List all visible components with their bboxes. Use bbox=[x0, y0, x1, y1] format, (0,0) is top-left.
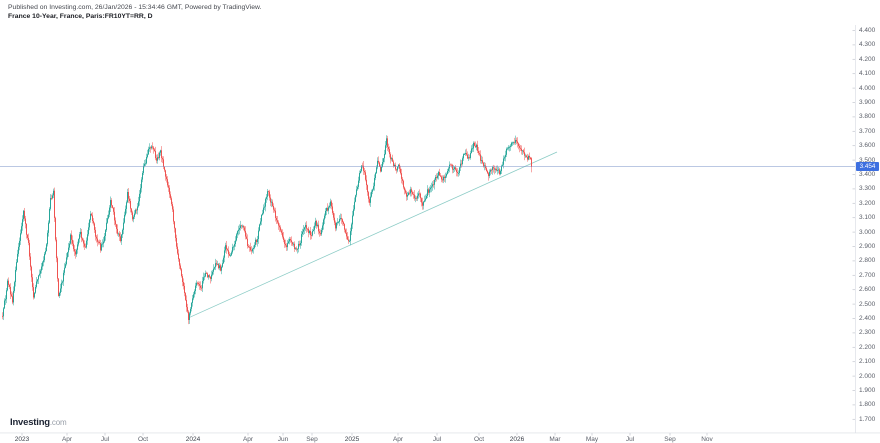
price-tick-label: 2.500 bbox=[859, 300, 876, 308]
price-tick-label: 4.300 bbox=[859, 41, 876, 49]
price-tick-label: 3.500 bbox=[859, 156, 876, 164]
price-tick-label: 2.900 bbox=[859, 243, 876, 250]
time-tick-label: May bbox=[585, 435, 599, 443]
price-tick-label: 3.700 bbox=[859, 127, 876, 135]
time-tick-label: Apr bbox=[392, 435, 404, 443]
price-tick-label: 3.000 bbox=[859, 228, 876, 236]
chart-title: France 10-Year, France, Paris:FR10YT=RR,… bbox=[8, 13, 153, 20]
time-tick-label: Oct bbox=[473, 435, 485, 443]
investing-logo-suffix: .com bbox=[49, 418, 67, 427]
price-tick-label: 2.400 bbox=[859, 315, 876, 322]
time-tick-label: Sep bbox=[664, 435, 676, 443]
time-tick-label: Jul bbox=[625, 435, 635, 443]
time-tick-label: Oct bbox=[137, 435, 149, 443]
price-tick-label: 2.800 bbox=[859, 257, 876, 265]
time-axis[interactable]: 2023 Apr Jul Oct 2024 Apr Jun Sep 2025 Apr Jul Oct 2… bbox=[0, 433, 880, 443]
time-tick-label: Apr bbox=[242, 435, 254, 443]
price-tick-label: 3.400 bbox=[859, 171, 876, 178]
price-tick-label: 4.400 bbox=[859, 27, 876, 34]
investing-logo: Investing.com bbox=[10, 412, 67, 430]
time-tick-label: 2024 bbox=[185, 435, 201, 443]
time-tick-label: Jul bbox=[432, 435, 442, 443]
last-price-label: 3.454 bbox=[856, 161, 879, 172]
price-tick-label: 2.700 bbox=[859, 271, 876, 279]
price-axis[interactable]: 4.400 4.300 4.200 4.100 4.000 3.900 3.800 3.700… bbox=[856, 0, 880, 433]
price-tick-label: 4.200 bbox=[859, 55, 876, 63]
price-tick-label: 3.100 bbox=[859, 214, 876, 222]
price-tick-label: 3.600 bbox=[859, 142, 876, 150]
price-tick-label: 2.000 bbox=[859, 372, 876, 380]
price-tick-label: 2.100 bbox=[859, 358, 876, 366]
price-tick-label: 1.900 bbox=[859, 387, 876, 394]
time-tick-label: Sep bbox=[306, 435, 318, 443]
investing-logo-brand: Investing bbox=[10, 417, 50, 428]
price-tick-label: 3.200 bbox=[859, 199, 876, 207]
publish-info: Published on Investing.com, 26/Jan/2026 … bbox=[8, 4, 262, 11]
price-tick-label: 2.200 bbox=[859, 343, 876, 351]
price-tick-label: 2.600 bbox=[859, 286, 876, 294]
price-tick-label: 1.800 bbox=[859, 401, 876, 409]
price-tick-label: 2.300 bbox=[859, 329, 876, 337]
price-tick-label: 1.700 bbox=[859, 415, 876, 423]
last-price-line bbox=[0, 166, 855, 168]
time-tick-label: Nov bbox=[701, 435, 713, 443]
time-tick-label: Apr bbox=[61, 435, 73, 443]
price-tick-label: 4.100 bbox=[859, 70, 876, 78]
price-tick-label: 4.000 bbox=[859, 84, 876, 92]
time-tick-label: 2023 bbox=[14, 435, 30, 443]
price-tick-label: 3.300 bbox=[859, 185, 876, 193]
time-tick-label: Mar bbox=[549, 435, 561, 443]
time-tick-label: Jun bbox=[277, 435, 289, 443]
price-tick-label: 3.800 bbox=[859, 113, 876, 121]
time-tick-label: 2025 bbox=[344, 435, 360, 443]
time-tick-label: Jul bbox=[100, 435, 110, 443]
price-tick-label: 3.900 bbox=[859, 99, 876, 106]
time-tick-label: 2026 bbox=[509, 435, 525, 443]
